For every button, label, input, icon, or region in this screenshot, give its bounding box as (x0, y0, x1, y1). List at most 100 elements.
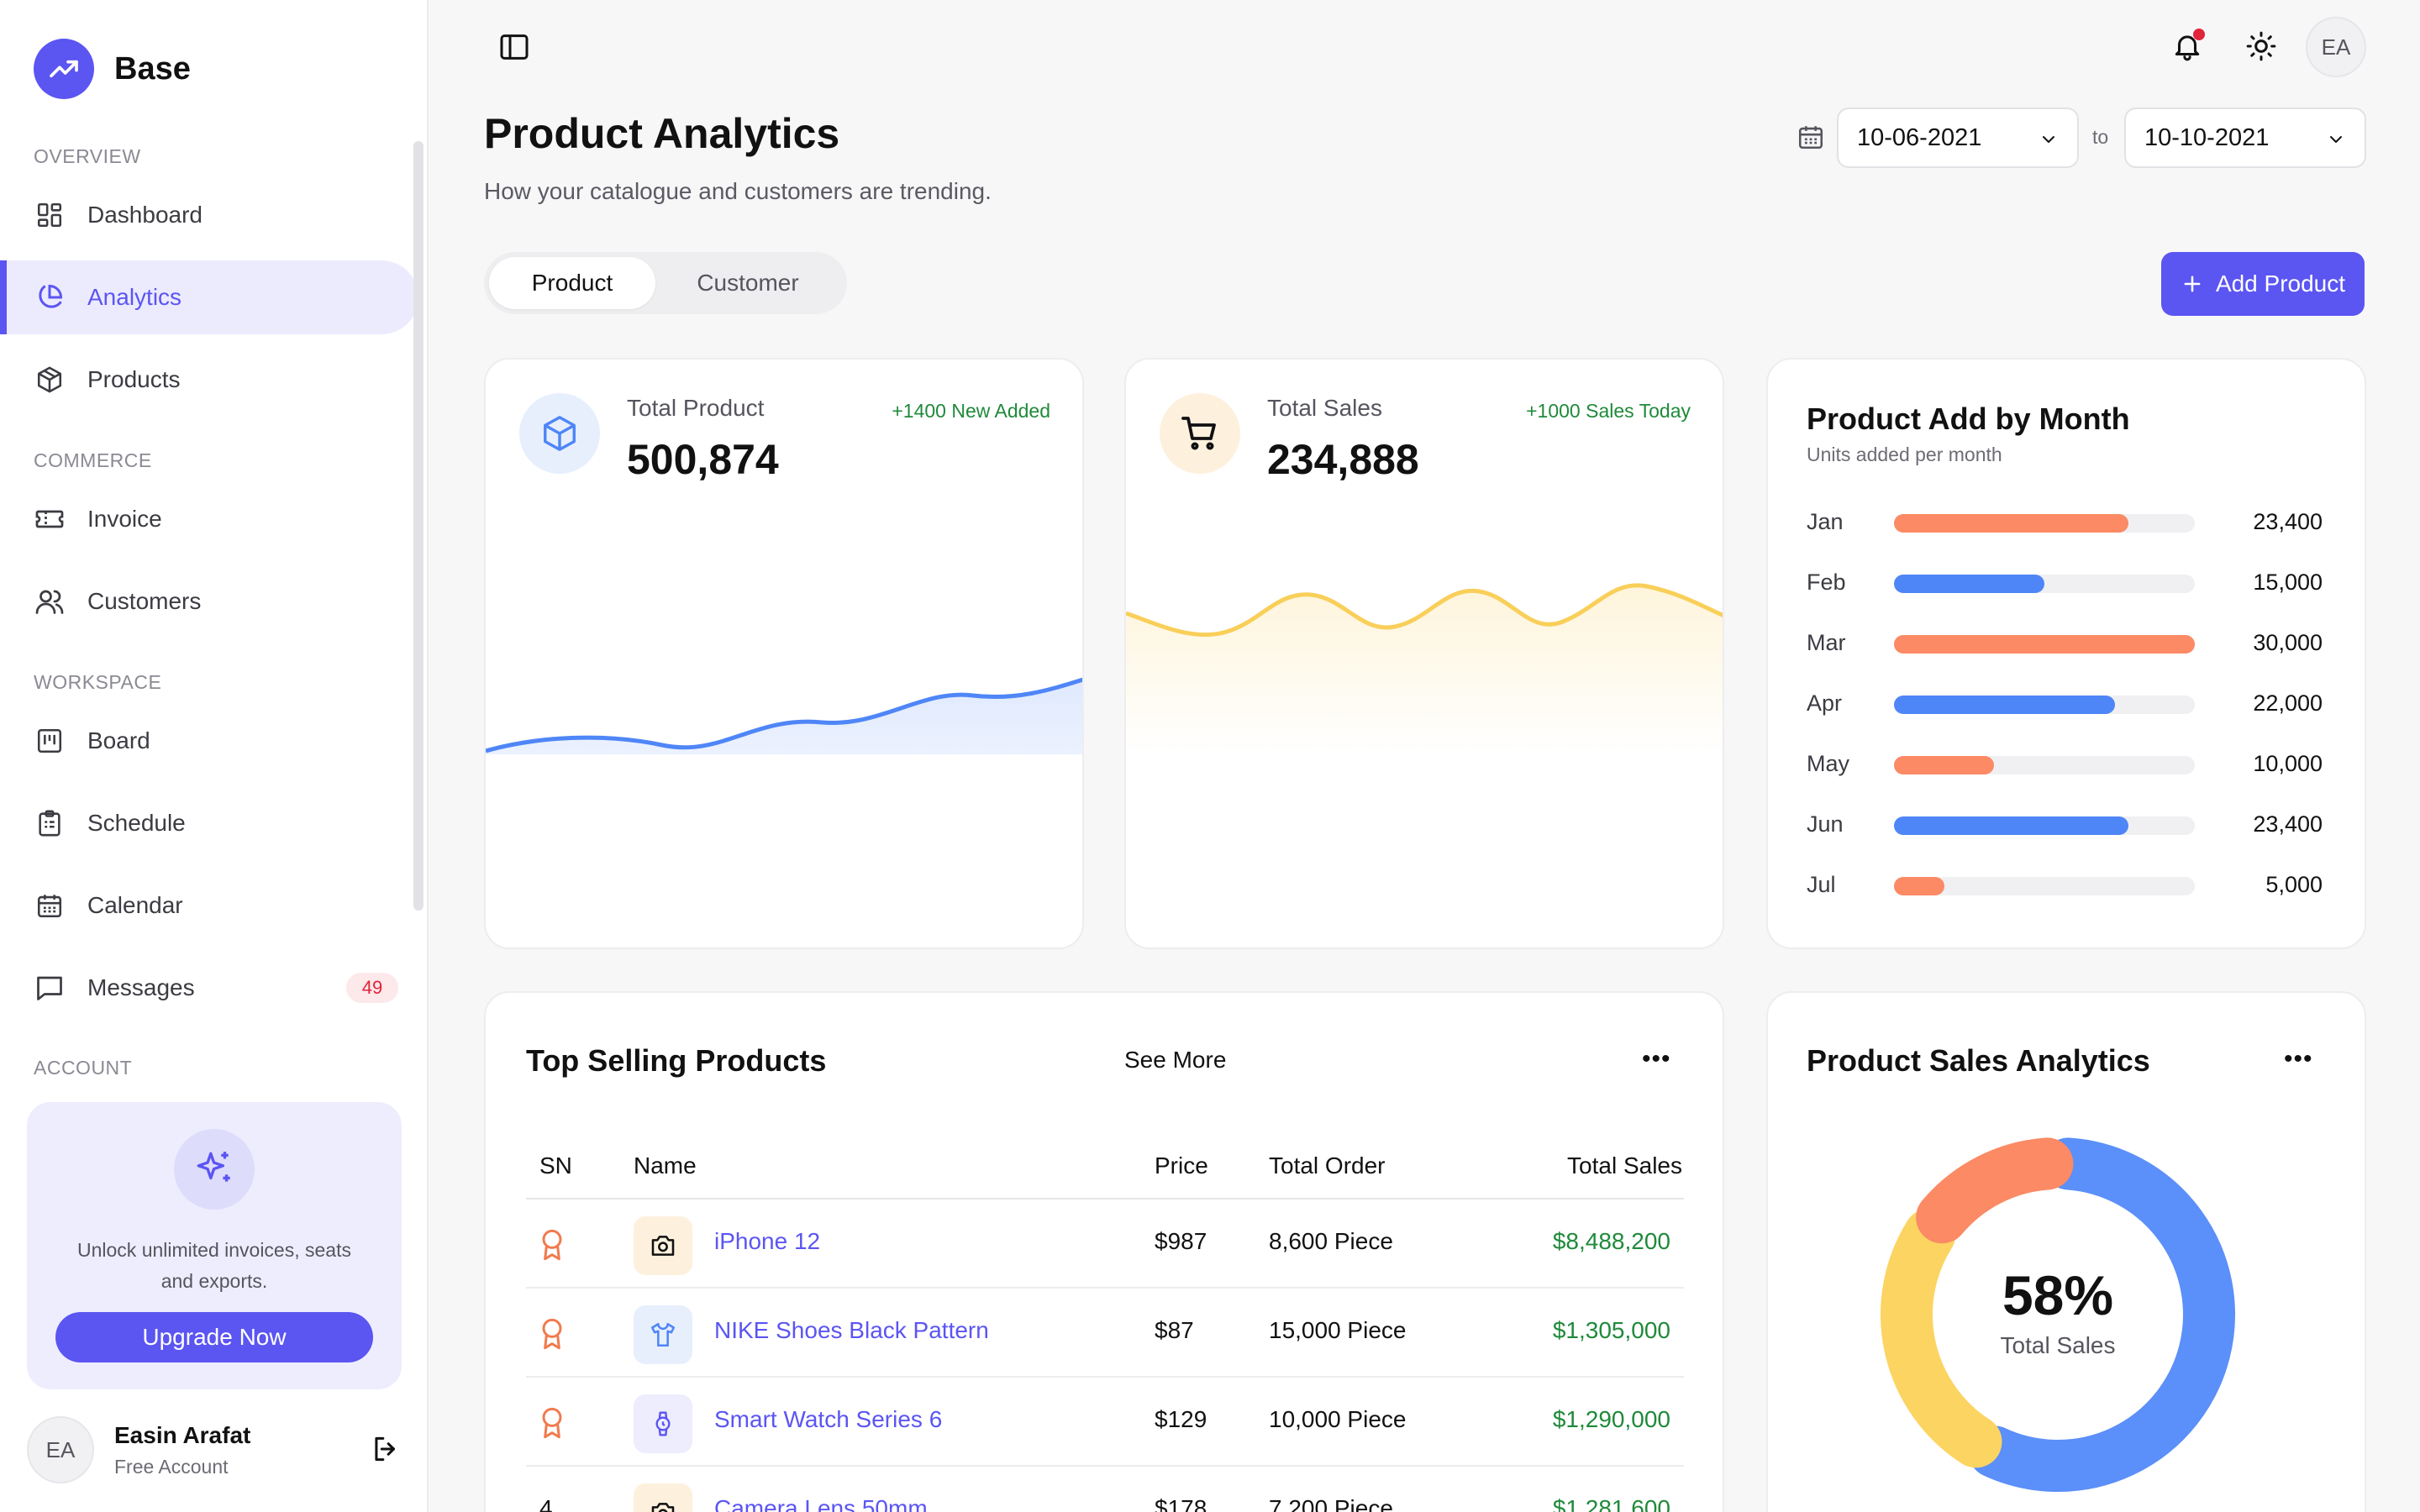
trending-up-icon (34, 39, 94, 99)
dashboard-icon (34, 199, 66, 231)
sidebar-item-label: Products (87, 366, 181, 392)
plus-icon (2181, 272, 2204, 296)
pie-chart-icon (34, 281, 66, 313)
product-price: $178 (1155, 1495, 1207, 1512)
bar-track (1894, 816, 2195, 835)
bar-track (1894, 756, 2195, 774)
upgrade-now-button[interactable]: Upgrade Now (55, 1312, 373, 1362)
card-subtitle: Units added per month (1807, 444, 2002, 465)
product-total-order: 15,000 Piece (1269, 1317, 1407, 1343)
sidebar-item-board[interactable]: Board (0, 704, 418, 778)
sidebar-item-calendar[interactable]: Calendar (0, 869, 418, 942)
product-total-order: 10,000 Piece (1269, 1406, 1407, 1432)
more-options-icon[interactable]: ••• (1642, 1045, 1671, 1073)
month-label: Jun (1807, 811, 1844, 837)
sidebar-scrollbar[interactable] (413, 141, 424, 911)
add-product-button[interactable]: Add Product (2161, 252, 2365, 316)
sidebar-toggle-icon[interactable] (497, 30, 531, 64)
camera-icon (634, 1483, 692, 1512)
product-total-sales: $1,290,000 (1552, 1406, 1670, 1432)
column-header-name: Name (634, 1152, 697, 1179)
sidebar-item-schedule[interactable]: Schedule (0, 786, 418, 860)
calendar-icon (1797, 123, 1825, 151)
stat-value: 500,874 (627, 436, 779, 483)
sidebar-item-customers[interactable]: Customers (0, 564, 418, 638)
sidebar-item-messages[interactable]: Messages 49 (0, 951, 418, 1025)
sidebar: Base OVERVIEW Dashboard Analytics Produc… (0, 0, 429, 1512)
bar-fill (1894, 756, 1995, 774)
bar-fill (1894, 575, 2044, 593)
product-total-sales: $1,281,600 (1552, 1495, 1670, 1512)
table-row[interactable]: NIKE Shoes Black Pattern $87 15,000 Piec… (526, 1289, 1684, 1378)
product-name-link[interactable]: Smart Watch Series 6 (714, 1406, 943, 1432)
month-label: Mar (1807, 630, 1846, 655)
sidebar-item-dashboard[interactable]: Dashboard (0, 178, 418, 252)
avatar[interactable]: EA (2306, 17, 2366, 77)
product-name-link[interactable]: NIKE Shoes Black Pattern (714, 1317, 989, 1343)
bar-fill (1894, 696, 2115, 714)
avatar: EA (27, 1416, 94, 1483)
bar-track (1894, 514, 2195, 533)
stat-label: Total Product (627, 395, 765, 421)
table-row[interactable]: 4 Camera Lens 50mm $178 7,200 Piece $1,2… (526, 1467, 1684, 1512)
sidebar-item-label: Messages (87, 974, 195, 1000)
bar-fill (1894, 816, 2129, 835)
product-total-sales: $1,305,000 (1552, 1317, 1670, 1343)
total-product-card: Total Product 500,874 +1400 New Added (484, 358, 1084, 949)
product-price: $129 (1155, 1406, 1207, 1432)
stat-delta: +1400 New Added (892, 400, 1050, 422)
product-name-link[interactable]: iPhone 12 (714, 1228, 821, 1254)
bar-track (1894, 877, 2195, 895)
total-sales-sparkline (1126, 583, 1723, 754)
sidebar-item-analytics[interactable]: Analytics (0, 260, 418, 334)
ticket-icon (34, 503, 66, 535)
bar-fill (1894, 635, 2195, 654)
sidebar-item-products[interactable]: Products (0, 343, 418, 417)
month-label: May (1807, 751, 1850, 776)
sidebar-item-invoice[interactable]: Invoice (0, 482, 418, 556)
table-row[interactable]: iPhone 12 $987 8,600 Piece $8,488,200 (526, 1200, 1684, 1289)
table-row[interactable]: Smart Watch Series 6 $129 10,000 Piece $… (526, 1378, 1684, 1467)
month-value: 30,000 (2253, 630, 2323, 655)
user-profile[interactable]: EA Easin Arafat Free Account (27, 1416, 402, 1483)
product-name-link[interactable]: Camera Lens 50mm (714, 1495, 928, 1512)
month-bar-row: Mar 30,000 (1807, 625, 2323, 659)
product-price: $987 (1155, 1228, 1207, 1254)
sparkles-icon (174, 1129, 255, 1210)
date-from-select[interactable]: 10-06-2021 (1837, 108, 2079, 168)
month-value: 10,000 (2253, 751, 2323, 776)
user-plan: Free Account (114, 1455, 229, 1478)
month-bar-row: Jul 5,000 (1807, 867, 2323, 900)
award-icon (539, 1228, 565, 1262)
sun-icon[interactable] (2245, 30, 2277, 62)
product-total-order: 7,200 Piece (1269, 1495, 1393, 1512)
brand-name: Base (114, 50, 191, 87)
sidebar-item-label: Dashboard (87, 202, 203, 228)
section-label-overview: OVERVIEW (34, 145, 141, 167)
bell-icon[interactable] (2171, 29, 2205, 62)
donut-percent: 58% (2002, 1264, 2114, 1326)
column-header-total-order: Total Order (1269, 1152, 1386, 1179)
logout-icon[interactable] (370, 1433, 402, 1465)
tab-customer[interactable]: Customer (697, 270, 799, 296)
date-from-value: 10-06-2021 (1857, 123, 1982, 151)
see-more-link[interactable]: See More (1124, 1047, 1227, 1073)
product-total-order: 8,600 Piece (1269, 1228, 1393, 1254)
total-product-sparkline (486, 677, 1082, 754)
month-bar-row: Apr 22,000 (1807, 685, 2323, 719)
bar-track (1894, 575, 2195, 593)
watch-icon (634, 1394, 692, 1453)
sidebar-item-label: Calendar (87, 892, 183, 918)
more-options-icon[interactable]: ••• (2284, 1045, 2313, 1073)
tab-product[interactable]: Product (489, 257, 655, 309)
column-header-total-sales: Total Sales (1567, 1152, 1682, 1179)
date-to-select[interactable]: 10-10-2021 (2124, 108, 2366, 168)
camera-icon (634, 1216, 692, 1275)
sidebar-item-label: Analytics (87, 284, 182, 310)
upgrade-text: Unlock unlimited invoices, seats and exp… (77, 1239, 351, 1292)
sales-donut-chart: 58% Total Sales (1877, 1134, 2238, 1495)
brand[interactable]: Base (34, 39, 191, 99)
stat-label: Total Sales (1267, 395, 1382, 421)
bar-fill (1894, 514, 2129, 533)
section-label-commerce: COMMERCE (34, 449, 152, 471)
